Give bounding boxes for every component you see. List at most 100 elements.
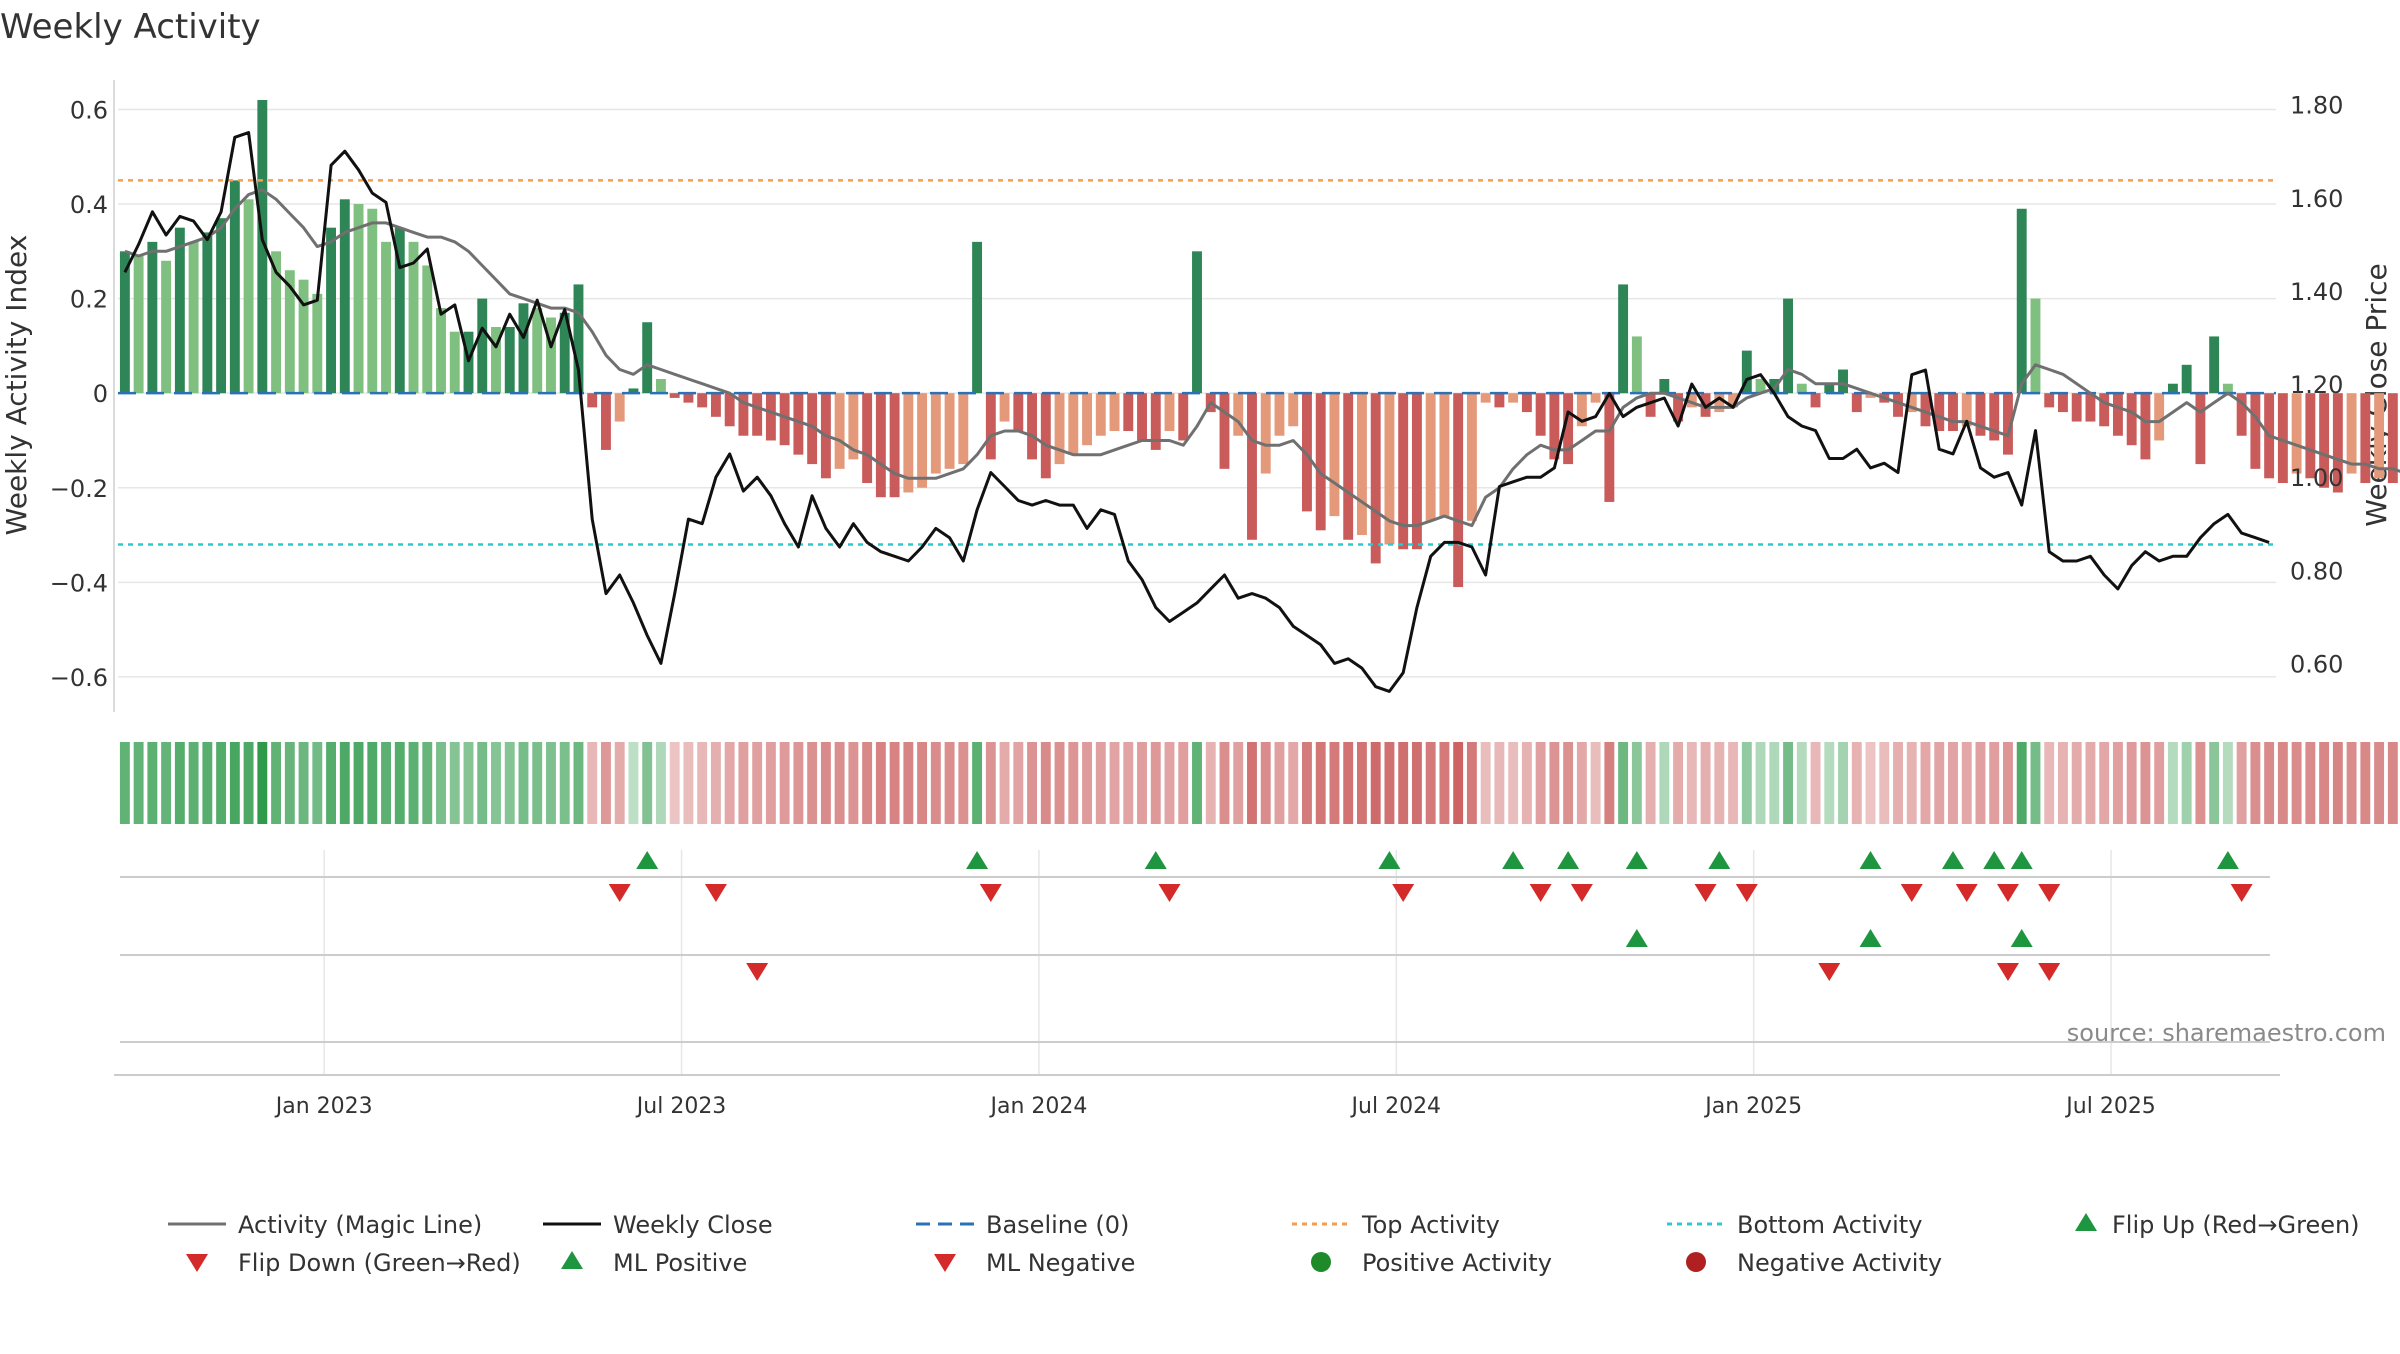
strip-cell [1893, 742, 1903, 824]
activity-bar [1411, 393, 1422, 550]
legend-top-activity-label: Top Activity [1361, 1211, 1500, 1239]
strip-cell [2112, 742, 2123, 824]
strip-cell [1824, 742, 1835, 824]
legend-bottom-activity-label: Bottom Activity [1737, 1211, 1922, 1239]
activity-bar [1219, 393, 1230, 469]
activity-bar [367, 208, 378, 394]
activity-bar [463, 331, 474, 394]
strip-cell [1480, 742, 1491, 824]
strip-cell [2374, 742, 2385, 824]
activity-bar [1576, 393, 1587, 427]
strip-cell [642, 742, 653, 824]
activity-bar [1315, 393, 1326, 531]
activity-bar [999, 393, 1010, 422]
strip-cell [669, 742, 680, 824]
activity-bar [298, 279, 309, 394]
activity-bar [710, 393, 721, 417]
strip-cell [449, 742, 460, 824]
strip-cell [1563, 742, 1574, 824]
legend-ml-positive-swatch [561, 1251, 583, 1269]
ml-positive-marker [1625, 929, 1648, 947]
activity-bar [2209, 336, 2220, 394]
strip-cell [312, 742, 323, 824]
strip-cell [1508, 742, 1519, 824]
strip-cell [985, 742, 996, 824]
x-tick-label: Jul 2025 [2064, 1094, 2156, 1119]
activity-bar [1247, 393, 1257, 540]
strip-cell [2099, 742, 2110, 824]
activity-bar [1356, 393, 1367, 536]
strip-cell [2030, 742, 2041, 824]
activity-bar [628, 388, 639, 394]
activity-bar [848, 393, 859, 460]
ml-negative-marker [2038, 963, 2061, 981]
activity-bar [807, 393, 818, 465]
activity-bar [1961, 393, 1972, 427]
activity-bars [119, 100, 2398, 588]
strip-cell [1948, 742, 1958, 824]
strip-cell [587, 742, 598, 824]
strip-cell [1398, 742, 1409, 824]
activity-bar [1343, 393, 1354, 540]
activity-bar [972, 241, 983, 394]
activity-bar [1384, 393, 1395, 545]
strip-cell [2167, 742, 2178, 824]
strip-cell [573, 742, 584, 824]
activity-bar [2360, 393, 2371, 484]
ml-positive-marker [1859, 929, 1882, 947]
strip-cell [2181, 742, 2192, 824]
strip-cell [477, 742, 488, 824]
activity-bar [1686, 393, 1697, 408]
activity-bar [1137, 393, 1147, 441]
strip-cell [1260, 742, 1271, 824]
strip-cell [1659, 742, 1670, 824]
y-tick-label-left: 0 [93, 380, 108, 408]
strip-cell [1150, 742, 1161, 824]
strip-cell [930, 742, 941, 824]
activity-bar [1741, 350, 1752, 394]
strip-cell [628, 742, 639, 824]
strip-cell [1233, 742, 1244, 824]
activity-bar [1590, 393, 1601, 403]
strip-cell [216, 742, 227, 824]
flip-down-marker [1392, 884, 1415, 902]
strip-cell [257, 742, 268, 824]
activity-bar [339, 199, 350, 394]
activity-bar [2071, 393, 2082, 422]
y-tick-label-right: 1.00 [2290, 464, 2343, 492]
activity-bar [1714, 393, 1725, 413]
activity-bar [1934, 393, 1945, 432]
flip-up-marker [1378, 851, 1401, 869]
activity-bar [284, 270, 295, 394]
legend-magic-line-label: Activity (Magic Line) [238, 1211, 482, 1239]
activity-bar [1549, 393, 1560, 460]
activity-bar [1013, 393, 1024, 432]
activity-bar [1975, 393, 1986, 436]
strip-cell [1920, 742, 1931, 824]
activity-bar [1027, 393, 1038, 460]
flip-down-marker [979, 884, 1002, 902]
strip-cell [2154, 742, 2165, 824]
activity-bar [449, 331, 460, 394]
strip-cell [1027, 742, 1038, 824]
activity-bar [1865, 393, 1876, 398]
activity-bar [1274, 393, 1285, 436]
y-tick-label-right: 0.60 [2290, 650, 2343, 678]
activity-bar [2387, 393, 2398, 484]
activity-bar [930, 393, 941, 474]
strip-cell [765, 742, 776, 824]
activity-bar [779, 393, 790, 446]
strip-cell [779, 742, 790, 824]
activity-bar [889, 393, 900, 498]
strip-cell [2305, 742, 2316, 824]
strip-cell [1865, 742, 1876, 824]
flip-down-marker [1694, 884, 1717, 902]
x-tick-label: Jul 2024 [1350, 1094, 1442, 1119]
activity-bar [1851, 393, 1862, 413]
activity-bar [1728, 393, 1739, 408]
activity-bar [1508, 393, 1519, 403]
activity-bar [1109, 393, 1120, 432]
activity-bar [1040, 393, 1051, 479]
flip-down-marker [608, 884, 631, 902]
